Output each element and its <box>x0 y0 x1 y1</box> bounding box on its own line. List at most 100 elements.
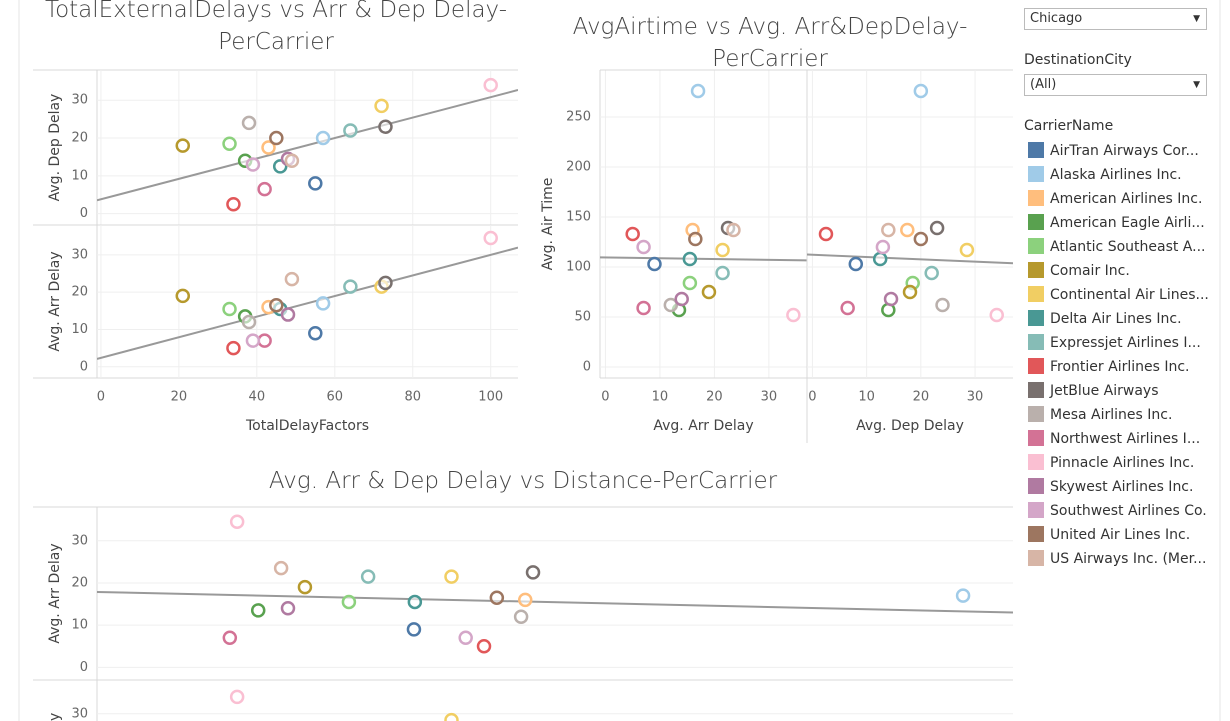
legend-swatch <box>1028 334 1044 350</box>
x-tick-label: 20 <box>171 390 188 405</box>
point <box>229 689 245 705</box>
point <box>360 569 376 584</box>
point <box>875 239 891 255</box>
chart-title: AvgAirtime vs Avg. Arr&DepDelay-PerCarri… <box>572 14 968 70</box>
legend-title: CarrierName <box>1024 118 1114 134</box>
point <box>636 239 651 255</box>
legend-item[interactable]: Comair Inc. <box>1028 262 1130 279</box>
chart-title: TotalExternalDelays vs Arr & Dep Delay-P… <box>44 0 508 55</box>
point <box>343 279 358 294</box>
legend-swatch <box>1028 478 1044 494</box>
point <box>315 296 331 311</box>
legend-item[interactable]: US Airways Inc. (Mer... <box>1028 550 1206 567</box>
point <box>269 130 284 146</box>
point <box>280 601 296 616</box>
point <box>341 594 357 610</box>
y-tick-label: 250 <box>566 110 591 125</box>
point <box>924 265 939 281</box>
legend-swatch <box>1028 286 1044 302</box>
legend-item[interactable]: American Airlines Inc. <box>1028 190 1202 207</box>
point <box>245 157 261 172</box>
x-axis-label: TotalDelayFactors <box>245 418 369 434</box>
legend-item[interactable]: Delta Air Lines Inc. <box>1028 310 1182 327</box>
legend-item[interactable]: JetBlue Airways <box>1028 382 1159 399</box>
y-axis-label: Avg. Arr Delay <box>47 251 63 351</box>
x-tick-label: 20 <box>706 390 723 405</box>
point <box>257 181 272 197</box>
point <box>250 603 266 618</box>
point <box>786 307 801 323</box>
legend-swatch <box>1028 166 1044 182</box>
point <box>308 176 323 191</box>
y-tick-label: 0 <box>80 359 88 374</box>
legend-item[interactable]: Northwest Airlines I... <box>1028 430 1200 447</box>
legend-label: Pinnacle Airlines Inc. <box>1050 455 1195 471</box>
chart-title: Avg. Arr & Dep Delay vs Distance-PerCarr… <box>268 468 778 494</box>
point <box>407 594 423 610</box>
point <box>902 284 918 300</box>
x-tick-label: 30 <box>761 390 778 405</box>
x-tick-label: 100 <box>478 390 503 405</box>
y-tick-label: 0 <box>583 360 591 375</box>
x-tick-label: 10 <box>652 390 669 405</box>
legend-swatch <box>1028 310 1044 326</box>
point <box>883 291 899 307</box>
x-axis-label: Avg. Dep Delay <box>856 418 964 434</box>
legend-label: American Eagle Airli... <box>1050 215 1205 231</box>
point <box>343 123 358 138</box>
legend-swatch <box>1028 238 1044 254</box>
y-tick-label: 30 <box>71 533 88 548</box>
y-tick-label: 20 <box>71 575 88 590</box>
point <box>913 83 929 99</box>
legend-item[interactable]: Alaska Airlines Inc. <box>1028 166 1182 183</box>
point <box>989 307 1004 323</box>
y-axis-label: Avg. Dep Delay <box>47 94 63 202</box>
y-tick-label: 20 <box>71 285 88 300</box>
legend-item[interactable]: Southwest Airlines Co. <box>1028 502 1207 519</box>
point <box>647 256 662 272</box>
legend-item[interactable]: Continental Air Lines... <box>1028 286 1209 303</box>
point <box>273 560 289 576</box>
trend-line <box>97 246 518 360</box>
point <box>229 514 245 530</box>
legend-label: Atlantic Southeast A... <box>1050 239 1206 255</box>
y-tick-label: 150 <box>566 210 591 225</box>
point <box>378 275 393 291</box>
legend-item[interactable]: Expressjet Airlines I... <box>1028 334 1201 351</box>
legend-swatch <box>1028 262 1044 278</box>
y-tick-label: 100 <box>566 260 591 275</box>
legend-item[interactable]: AirTran Airways Cor... <box>1028 142 1199 159</box>
point <box>517 592 533 608</box>
y-tick-label: 200 <box>566 160 591 175</box>
point <box>715 265 730 281</box>
legend-item[interactable]: Skywest Airlines Inc. <box>1028 478 1193 495</box>
trend-line <box>97 590 1013 614</box>
point <box>284 271 300 287</box>
y-tick-label: 0 <box>80 206 88 221</box>
destination-filter[interactable]: (All) <box>1024 74 1207 96</box>
origin-filter[interactable]: Chicago <box>1024 8 1207 30</box>
legend-item[interactable]: United Air Lines Inc. <box>1028 526 1190 543</box>
legend-item[interactable]: Atlantic Southeast A... <box>1028 238 1205 255</box>
x-tick-label: 30 <box>967 390 984 405</box>
plot <box>229 689 459 721</box>
point <box>257 333 272 348</box>
legend-item[interactable]: Frontier Airlines Inc. <box>1028 358 1190 375</box>
y-tick-label: 10 <box>71 618 88 633</box>
legend-label: Skywest Airlines Inc. <box>1050 479 1194 495</box>
legend-swatch <box>1028 382 1044 398</box>
legend-item[interactable]: Mesa Airlines Inc. <box>1028 406 1172 423</box>
legend-item[interactable]: Pinnacle Airlines Inc. <box>1028 454 1194 471</box>
x-tick-label: 0 <box>808 390 816 405</box>
legend-swatch <box>1028 430 1044 446</box>
x-tick-label: 0 <box>601 390 609 405</box>
legend-item[interactable]: American Eagle Airli... <box>1028 214 1205 231</box>
y-tick-label: 10 <box>71 168 88 183</box>
point <box>444 569 459 584</box>
legend-label: Northwest Airlines I... <box>1050 431 1201 447</box>
point <box>525 565 541 580</box>
plot <box>600 83 807 323</box>
legend-label: American Airlines Inc. <box>1050 191 1203 207</box>
filter-label: DestinationCity <box>1024 52 1132 68</box>
